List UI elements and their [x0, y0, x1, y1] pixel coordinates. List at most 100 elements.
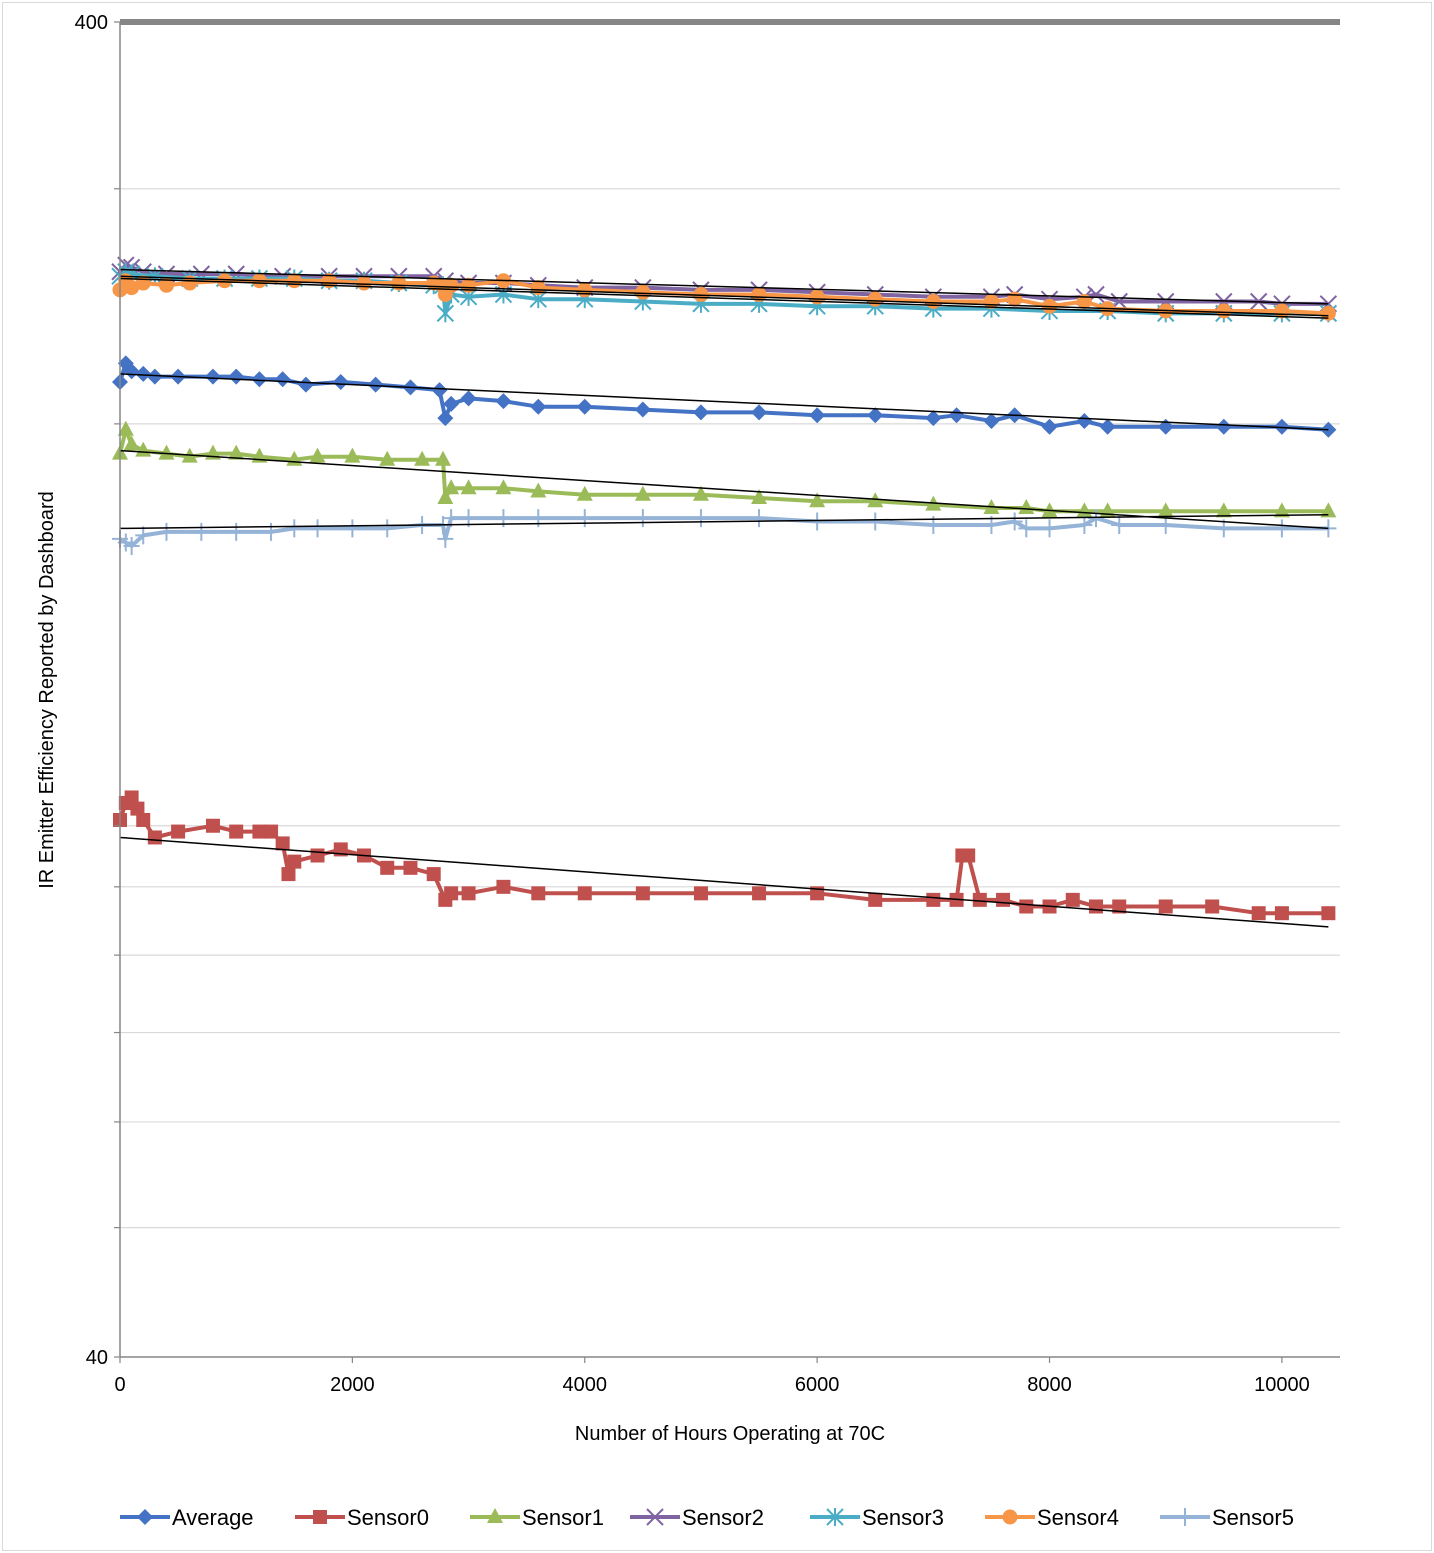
data-point-sensor1 [1215, 502, 1232, 518]
data-point-sensor4 [461, 277, 477, 293]
y-axis-title: IR Emitter Efficiency Reported by Dashbo… [36, 491, 58, 889]
x-tick-label: 6000 [795, 1374, 840, 1396]
legend-label: Sensor4 [1037, 1505, 1119, 1530]
series-line-sensor1 [118, 427, 1329, 514]
legend-item-sensor0: Sensor0 [295, 1505, 429, 1530]
data-point-sensor0 [136, 812, 151, 827]
data-point-sensor5 [158, 522, 175, 541]
data-point-sensor1 [1018, 498, 1035, 514]
data-point-sensor0 [205, 818, 220, 833]
data-point-sensor1 [437, 488, 454, 504]
trendline-sensor4 [119, 277, 1329, 319]
legend-label: Sensor1 [522, 1505, 604, 1530]
data-point-sensor0 [426, 867, 441, 882]
data-point-sensor0 [1065, 892, 1080, 907]
data-point-sensor5 [309, 519, 326, 538]
data-point-average [1099, 418, 1116, 435]
data-point-average [1076, 412, 1093, 429]
data-point-sensor0 [281, 867, 296, 882]
trendline-average [119, 373, 1329, 431]
legend: Average Sensor0 Sensor1 Sensor2 Sensor3 Senso… [120, 1505, 1294, 1530]
data-point-sensor0 [1019, 899, 1034, 914]
data-point-sensor4 [1320, 305, 1336, 321]
legend-label: Sensor3 [862, 1505, 944, 1530]
series-line-average [118, 361, 1329, 432]
data-point-sensor5 [1076, 515, 1093, 534]
data-point-sensor1 [158, 444, 175, 460]
data-point-average [1273, 418, 1290, 435]
data-point-sensor0 [171, 824, 186, 839]
series-sensor5 [112, 509, 1337, 556]
data-point-sensor5 [135, 526, 152, 545]
data-point-sensor4 [217, 273, 233, 289]
data-point-sensor5 [1018, 519, 1035, 538]
trendline-sensor3 [119, 275, 1329, 317]
legend-label: Sensor0 [347, 1505, 429, 1530]
data-point-sensor1 [634, 485, 651, 501]
data-point-sensor1 [576, 485, 593, 501]
data-point-sensor0 [1274, 906, 1289, 921]
legend-label: Average [172, 1505, 254, 1530]
data-point-sensor1 [379, 450, 396, 466]
legend-label: Sensor5 [1212, 1505, 1294, 1530]
data-point-sensor0 [496, 879, 511, 894]
data-point-average [983, 412, 1000, 429]
data-point-sensor4 [635, 284, 651, 300]
data-point-average [367, 376, 384, 393]
data-point-sensor4 [356, 275, 372, 291]
data-point-sensor1 [530, 482, 547, 498]
data-point-sensor1 [309, 447, 326, 463]
x-axis-title: Number of Hours Operating at 70C [575, 1423, 885, 1445]
data-point-sensor3 [436, 304, 455, 323]
trendline-sensor1 [119, 449, 1329, 530]
data-point-sensor5 [344, 519, 361, 538]
data-point-average [460, 390, 477, 407]
data-point-sensor4 [867, 291, 883, 307]
legend-marker-sensor5 [1177, 1508, 1193, 1526]
data-point-average [692, 404, 709, 421]
data-point-average [1041, 418, 1058, 435]
data-point-average [948, 407, 965, 424]
data-point-sensor4 [530, 280, 546, 296]
data-point-average [146, 368, 163, 385]
data-point-sensor5 [1041, 519, 1058, 538]
data-point-sensor0 [252, 824, 267, 839]
data-point-average [634, 401, 651, 418]
data-point-sensor0 [403, 860, 418, 875]
data-point-sensor4 [925, 293, 941, 309]
legend-item-average: Average [120, 1505, 254, 1530]
data-point-sensor1 [460, 479, 477, 495]
data-point-sensor4 [751, 287, 767, 303]
legend-marker-sensor1 [487, 1508, 503, 1523]
legend-item-sensor3: Sensor3 [810, 1505, 944, 1530]
data-point-sensor0 [1251, 906, 1266, 921]
data-point-average [1215, 418, 1232, 435]
data-point-sensor5 [634, 509, 651, 528]
data-point-sensor1 [1320, 502, 1337, 518]
x-tick-label: 8000 [1027, 1374, 1072, 1396]
legend-label: Sensor2 [682, 1505, 764, 1530]
series-sensor1 [112, 420, 1337, 518]
legend-item-sensor4: Sensor4 [985, 1505, 1119, 1530]
data-point-average [332, 373, 349, 390]
data-point-sensor0 [310, 848, 325, 863]
trendlines [119, 268, 1329, 928]
data-point-sensor0 [996, 892, 1011, 907]
data-point-sensor0 [444, 886, 459, 901]
data-point-sensor0 [380, 860, 395, 875]
data-point-average [867, 407, 884, 424]
data-point-sensor4 [158, 277, 174, 293]
legend-marker-sensor0 [313, 1510, 327, 1524]
legend-item-sensor5: Sensor5 [1160, 1505, 1294, 1530]
data-point-sensor0 [868, 892, 883, 907]
data-point-sensor4 [443, 277, 459, 293]
data-point-sensor1 [1273, 502, 1290, 518]
trendline-sensor2 [119, 268, 1329, 305]
data-point-sensor4 [1216, 303, 1232, 319]
tick-labels: 0 2000 4000 6000 8000 10000 40 400 [75, 12, 1310, 1396]
data-point-sensor0 [1089, 899, 1103, 914]
data-point-sensor1 [414, 450, 431, 466]
data-point-sensor1 [692, 485, 709, 501]
data-point-average [135, 365, 152, 382]
data-point-sensor5 [1157, 515, 1174, 534]
